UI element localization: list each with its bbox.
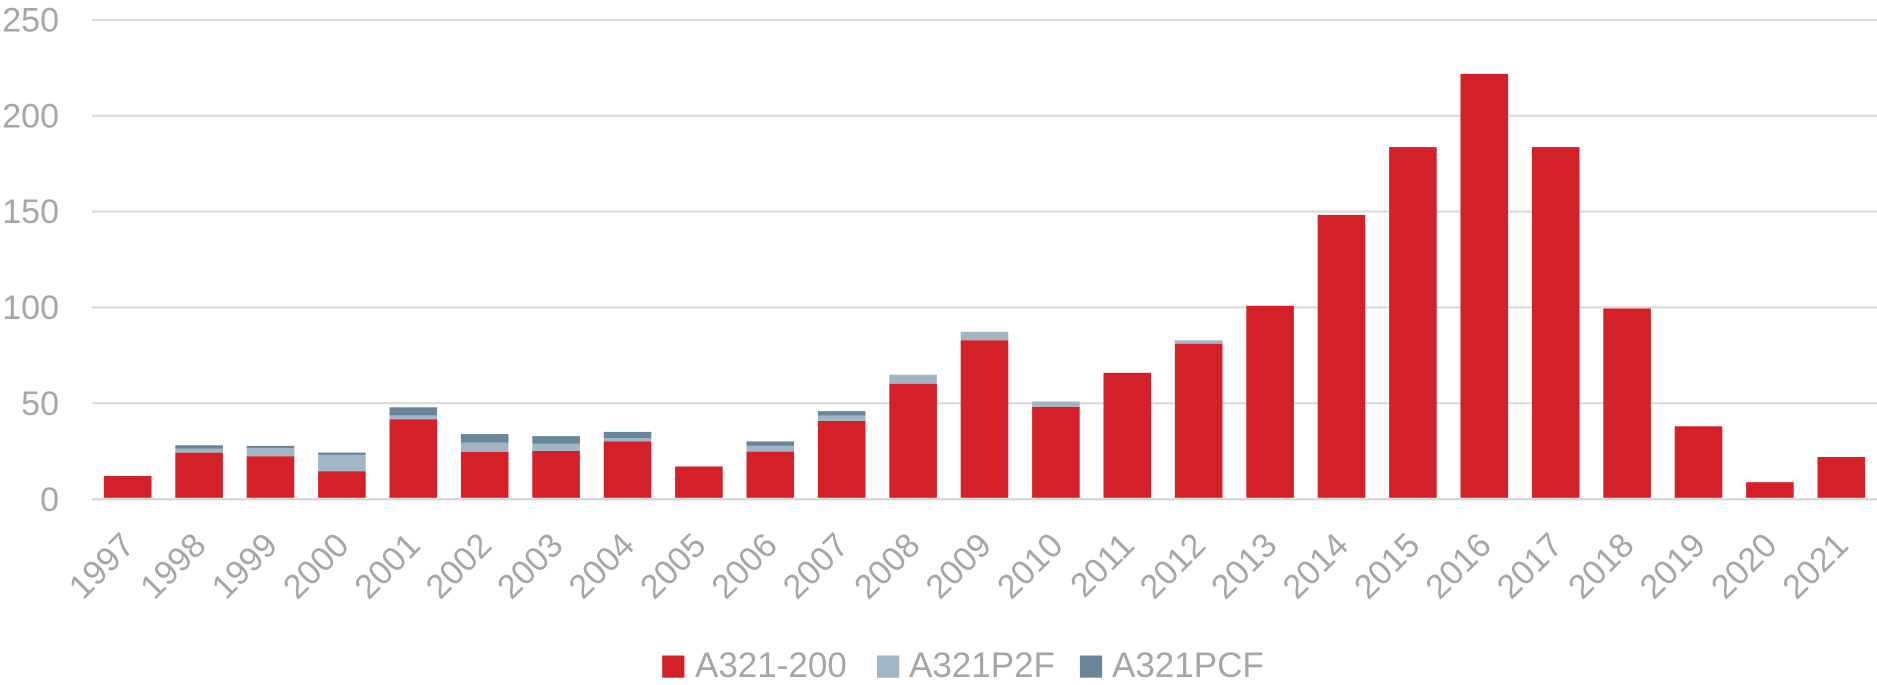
svg-text:150: 150 xyxy=(2,193,59,231)
svg-text:250: 250 xyxy=(2,2,59,40)
svg-text:A321PCF: A321PCF xyxy=(1112,646,1264,685)
svg-text:A321-200: A321-200 xyxy=(695,646,847,685)
svg-text:200: 200 xyxy=(2,97,59,135)
svg-text:0: 0 xyxy=(40,481,59,519)
svg-text:100: 100 xyxy=(2,289,59,327)
svg-text:50: 50 xyxy=(21,385,59,423)
svg-text:A321P2F: A321P2F xyxy=(909,646,1055,685)
